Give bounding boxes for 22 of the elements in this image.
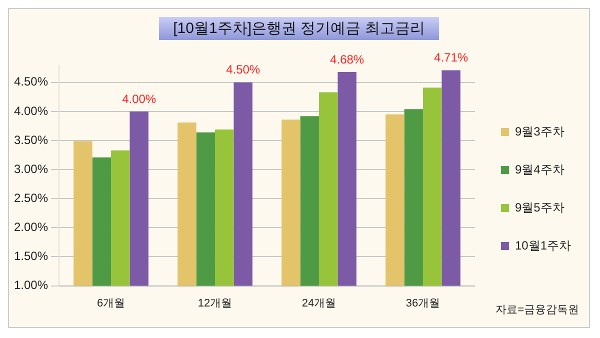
y-tick-label: 1.00% [14, 278, 48, 292]
data-label: 4.68% [330, 52, 364, 66]
y-tick-label: 3.00% [14, 162, 48, 176]
x-tick-label: 6개월 [96, 297, 126, 310]
x-tick-label: 12개월 [198, 297, 232, 310]
y-tick-label: 1.50% [14, 249, 48, 264]
legend-label: 9월5주차 [514, 200, 564, 214]
y-tick-label: 2.50% [14, 190, 48, 205]
data-label: 4.00% [122, 92, 156, 106]
text: 자료=금융감독원 [496, 303, 579, 317]
x-tick-label: 36개월 [406, 297, 440, 310]
legend-label: 9월4주차 [514, 162, 564, 176]
y-tick-label: 4.00% [14, 104, 48, 118]
y-tick-label: 2.00% [14, 220, 48, 234]
y-tick-label: 4.50% [14, 74, 48, 89]
legend-label: 10월1주차 [514, 238, 572, 252]
data-label: 4.71% [434, 50, 468, 65]
data-label: 4.50% [226, 62, 260, 77]
legend-label: 9월3주차 [514, 124, 564, 138]
y-tick-label: 3.50% [14, 132, 48, 147]
chart-title: [10월1주차]은행권 정기예금 최고금리 [159, 17, 439, 40]
x-tick-label: 24개월 [302, 297, 336, 310]
